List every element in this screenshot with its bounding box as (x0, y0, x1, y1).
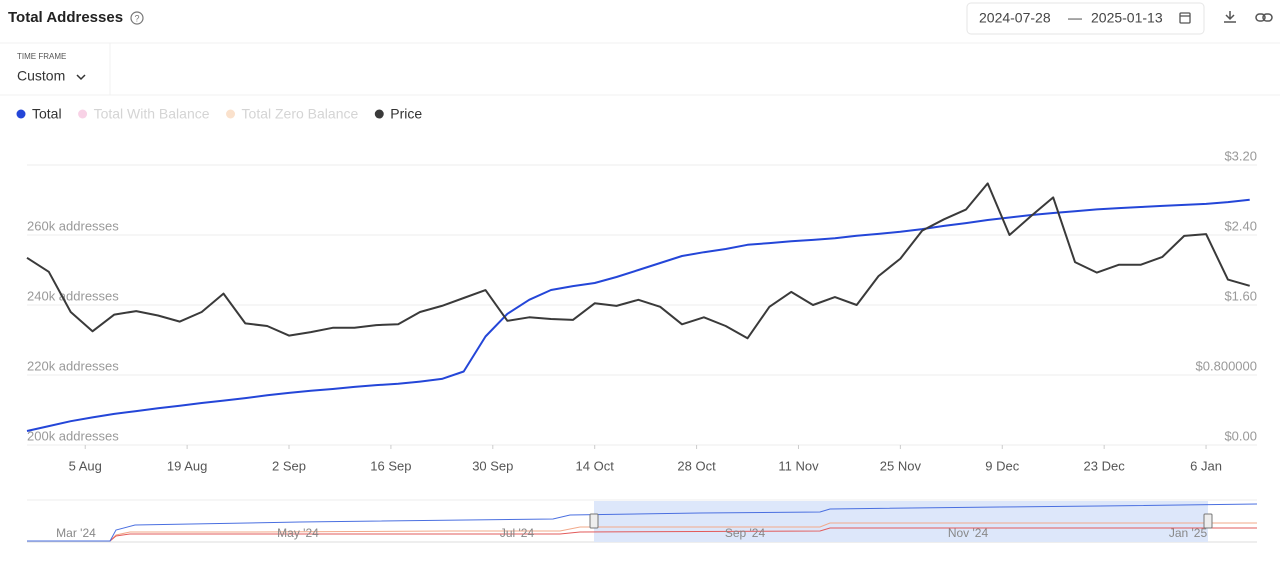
legend-label: Total (32, 106, 62, 122)
download-icon[interactable] (1224, 11, 1236, 23)
legend-dot (78, 109, 88, 119)
y2-tick-label: $1.60 (1224, 288, 1257, 303)
legend-item[interactable]: Total Zero Balance (226, 106, 358, 122)
svg-text:?: ? (134, 13, 139, 23)
x-tick-label: 23 Dec (1084, 458, 1126, 473)
x-tick-label: 16 Sep (370, 458, 411, 473)
y-tick-label: 240k addresses (27, 288, 119, 303)
timeframe-select[interactable]: Custom (17, 68, 65, 84)
timeframe-label: TIME FRAME (17, 52, 66, 61)
y2-tick-label: $2.40 (1224, 218, 1257, 233)
x-tick-label: 11 Nov (778, 458, 819, 473)
navigator-tick-label: Nov '24 (948, 526, 989, 540)
navigator-tick-label: Mar '24 (56, 526, 96, 540)
legend-dot (226, 109, 236, 119)
navigator-tick-label: May '24 (277, 526, 319, 540)
y2-tick-label: $0.800000 (1196, 358, 1257, 373)
y2-tick-label: $0.00 (1224, 428, 1257, 443)
navigator-handle[interactable] (589, 513, 599, 529)
y-tick-label: 260k addresses (27, 218, 119, 233)
legend-item[interactable]: Total (16, 106, 62, 122)
legend-dot (374, 109, 384, 119)
legend: Total Total With Balance Total Zero Balanc… (16, 106, 423, 122)
navigator-tick-label: Jan '25 (1169, 526, 1208, 540)
navigator-handle[interactable] (1203, 513, 1213, 529)
calendar-icon[interactable] (1179, 12, 1191, 24)
y2-tick-label: $3.20 (1224, 148, 1257, 163)
series-line (26, 198, 1250, 432)
date-start[interactable]: 2024-07-28 (979, 10, 1051, 26)
x-tick-label: 25 Nov (880, 458, 922, 473)
x-tick-label: 30 Sep (472, 458, 513, 473)
x-tick-label: 9 Dec (985, 458, 1019, 473)
x-tick-label: 5 Aug (69, 458, 102, 473)
help-icon[interactable]: ? (130, 11, 144, 25)
navigator: Mar '24 May '24 Jul '24 Sep '24 Nov '24 Jan '… (27, 499, 1258, 543)
x-tick-label: 2 Sep (272, 458, 306, 473)
y-tick-label: 220k addresses (27, 358, 119, 373)
legend-item[interactable]: Price (374, 106, 423, 122)
legend-dot (16, 109, 26, 119)
x-tick-label: 28 Oct (677, 458, 716, 473)
date-range[interactable] (966, 2, 1205, 35)
legend-label: Total Zero Balance (242, 106, 359, 122)
date-end[interactable]: 2025-01-13 (1091, 10, 1163, 26)
link-icon[interactable] (1255, 13, 1273, 22)
widget-title: Total Addresses (8, 9, 123, 26)
plot: $0.00 $0.800000 $1.60 $2.40 $3.20 200k addres… (26, 148, 1257, 473)
x-tick-label: 19 Aug (167, 458, 208, 473)
legend-label: Total With Balance (94, 106, 210, 122)
legend-item[interactable]: Total With Balance (78, 106, 210, 122)
legend-label: Price (390, 106, 422, 122)
y-tick-label: 200k addresses (27, 428, 119, 443)
date-separator: — (1068, 10, 1082, 26)
series-line (26, 182, 1250, 340)
dropdown-chevron[interactable] (76, 74, 86, 81)
navigator-tick-label: Sep '24 (725, 526, 766, 540)
navigator-selection[interactable] (594, 501, 1208, 542)
x-tick-label: 6 Jan (1190, 458, 1222, 473)
x-tick-label: 14 Oct (576, 458, 615, 473)
navigator-tick-label: Jul '24 (500, 526, 535, 540)
